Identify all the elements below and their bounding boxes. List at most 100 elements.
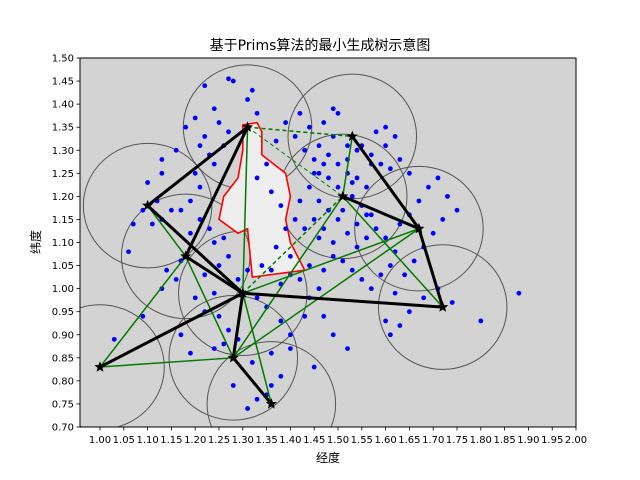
mst-edge-4 (184, 254, 245, 295)
data-point-161 (245, 267, 250, 273)
mst-edge-5 (231, 291, 245, 360)
x-tick-label-7: 1.35 (255, 435, 277, 446)
x-tick-label-9: 1.45 (303, 435, 325, 446)
data-point-126 (368, 286, 374, 292)
data-point-0 (226, 76, 231, 82)
y-tick-label-13: 1.35 (52, 123, 74, 134)
data-point-90 (345, 143, 350, 149)
x-tick-label-5: 1.25 (208, 435, 230, 446)
data-point-13 (159, 157, 165, 162)
node-star-9 (413, 222, 425, 234)
data-point-14 (159, 170, 165, 176)
x-tick-label-15: 1.75 (446, 435, 468, 446)
coverage-circle-1 (82, 142, 213, 269)
candidate-edge-2 (185, 256, 234, 359)
data-point-136 (445, 193, 450, 199)
x-tick-label-11: 1.55 (351, 435, 373, 446)
data-point-75 (297, 198, 303, 204)
data-point-177 (354, 221, 360, 227)
node-star-10 (437, 301, 449, 312)
data-point-134 (426, 184, 431, 190)
data-point-145 (387, 332, 393, 338)
data-point-50 (178, 332, 184, 338)
data-point-68 (288, 253, 293, 259)
data-point-163 (235, 277, 241, 282)
data-point-127 (378, 272, 384, 278)
y-tick-label-1: 0.75 (52, 399, 74, 410)
data-point-179 (349, 180, 355, 185)
y-tick-label-15: 1.45 (52, 77, 74, 88)
x-tick-label-8: 1.40 (279, 435, 301, 446)
data-point-112 (368, 212, 374, 218)
data-point-139 (430, 230, 436, 236)
data-point-52 (140, 313, 146, 319)
coverage-circle-0 (80, 304, 165, 427)
data-point-58 (278, 373, 284, 379)
y-tick-label-10: 1.20 (52, 192, 74, 203)
candidate-edge-4 (242, 127, 249, 294)
data-point-120 (311, 217, 317, 222)
data-point-48 (211, 346, 217, 351)
data-point-9 (216, 120, 222, 125)
data-point-122 (330, 240, 336, 245)
y-tick-label-9: 1.15 (52, 215, 74, 226)
data-point-97 (354, 175, 360, 181)
data-point-106 (373, 129, 379, 135)
data-point-71 (330, 253, 336, 259)
node-star-3 (227, 352, 239, 363)
y-tick-label-12: 1.30 (52, 146, 74, 157)
data-point-150 (449, 300, 455, 305)
data-point-94 (326, 175, 331, 181)
data-point-44 (216, 313, 222, 319)
data-point-49 (188, 350, 193, 356)
data-point-154 (330, 332, 336, 338)
data-point-86 (326, 152, 331, 158)
data-point-72 (316, 235, 322, 241)
x-tick-label-0: 1.00 (89, 435, 111, 446)
data-point-51 (111, 336, 117, 342)
data-point-135 (435, 175, 441, 181)
data-point-171 (268, 189, 274, 195)
data-point-65 (297, 277, 303, 282)
data-point-147 (407, 309, 412, 315)
data-point-144 (383, 318, 388, 324)
data-point-148 (421, 295, 427, 301)
coverage-circle-10 (377, 244, 508, 370)
data-point-81 (307, 124, 312, 130)
x-tick-label-4: 1.20 (184, 435, 206, 446)
x-tick-label-12: 1.60 (374, 435, 396, 446)
data-point-1 (249, 87, 255, 93)
data-point-4 (230, 78, 236, 84)
chart-title: 基于Prims算法的最小生成树示意图 (210, 37, 431, 54)
data-point-92 (321, 161, 327, 167)
x-tick-label-20: 2.00 (565, 435, 587, 446)
data-point-151 (478, 318, 484, 324)
data-point-165 (173, 277, 179, 282)
data-point-155 (321, 313, 327, 319)
data-point-61 (288, 332, 293, 338)
data-point-54 (245, 406, 250, 411)
data-point-162 (259, 263, 265, 268)
data-point-85 (316, 143, 322, 149)
node-star-0 (94, 361, 106, 372)
data-point-95 (335, 184, 341, 190)
data-point-31 (207, 226, 212, 232)
data-point-143 (392, 290, 398, 296)
data-point-57 (268, 383, 274, 388)
data-point-89 (354, 147, 360, 153)
data-point-24 (197, 184, 203, 190)
mst-edge-1 (146, 204, 245, 295)
data-point-80 (292, 134, 298, 139)
y-tick-label-6: 1.00 (52, 284, 74, 295)
data-point-41 (211, 290, 217, 296)
node-star-7 (346, 130, 358, 142)
data-point-146 (397, 323, 403, 328)
data-point-98 (364, 184, 369, 190)
x-tick-label-3: 1.15 (160, 435, 182, 446)
data-point-6 (211, 106, 217, 112)
data-point-158 (278, 318, 284, 324)
y-tick-label-5: 0.95 (52, 307, 74, 318)
data-point-47 (221, 341, 227, 347)
data-point-83 (330, 106, 336, 112)
